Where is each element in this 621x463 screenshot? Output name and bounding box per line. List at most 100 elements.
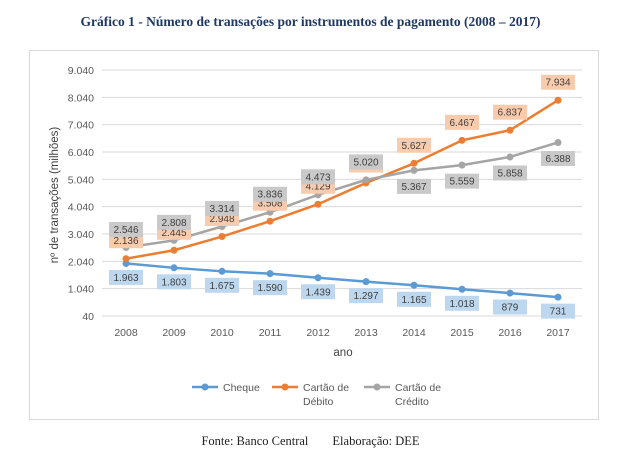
data-label-credito: 5.858 (497, 168, 522, 179)
y-tick-label: 3.040 (68, 229, 94, 241)
legend-label-debito: Cartão de (303, 382, 349, 394)
data-label-credito: 3.314 (209, 204, 234, 215)
data-labels: 1.963 1.803 1.675 1.590 1.439 1.297 1.165 1.018… (109, 74, 575, 319)
data-label-box-credito (205, 201, 239, 217)
y-tick-label: 9.040 (68, 65, 94, 77)
data-label-credito: 3.836 (257, 190, 282, 201)
data-point-debito (218, 233, 226, 241)
x-axis-ticks: 2008 2009 2010 2011 2012 2013 2014 2015 2016 2017 (114, 327, 570, 339)
data-label-debito: 2.948 (209, 214, 234, 225)
data-point-cheque (458, 285, 466, 293)
data-label-box-cheque (541, 303, 575, 319)
y-tick-label: 8.040 (68, 92, 94, 104)
data-label-box-debito (445, 114, 479, 130)
data-point-debito (266, 217, 274, 225)
chart-frame (29, 50, 599, 420)
data-label-box-cheque (157, 274, 191, 290)
y-axis-label: nº de transações (milhões) (49, 127, 61, 264)
data-label-debito: 3.508 (257, 199, 282, 210)
x-tick-label: 2011 (259, 327, 282, 339)
data-label-box-credito (157, 214, 191, 230)
x-tick-label: 2017 (546, 327, 570, 339)
x-tick-label: 2014 (402, 327, 426, 339)
data-point-debito (410, 159, 418, 167)
data-point-cheque (314, 274, 322, 282)
data-label-debito: 2.445 (161, 228, 186, 239)
data-point-cheque (266, 270, 274, 278)
data-label-debito: 5.627 (401, 141, 426, 152)
data-label-credito: 6.388 (545, 154, 570, 165)
data-point-cheque (170, 264, 178, 272)
data-label-debito: 6.467 (449, 118, 474, 129)
data-label-cheque: 1.165 (401, 295, 426, 306)
data-label-cheque: 879 (502, 303, 519, 314)
data-label-box-debito (397, 137, 431, 153)
data-label-box-credito (109, 222, 143, 238)
data-point-debito (314, 200, 322, 208)
data-point-cheque (554, 293, 562, 301)
legend-marker-credito (373, 383, 381, 391)
x-tick-label: 2016 (498, 327, 522, 339)
data-label-box-cheque (109, 269, 143, 285)
data-point-credito (506, 153, 514, 161)
data-label-box-credito (349, 154, 383, 170)
data-point-credito (410, 166, 418, 174)
data-label-credito: 5.020 (353, 157, 378, 168)
data-point-debito (554, 96, 562, 104)
data-label-cheque: 1.297 (353, 291, 378, 302)
x-axis-label: ano (333, 347, 352, 359)
data-label-box-debito (493, 104, 527, 120)
data-label-box-credito (493, 165, 527, 181)
y-axis-ticks: 40 1.040 2.040 3.040 4.040 5.040 6.040 7.040 8.0… (68, 65, 94, 323)
data-label-cheque: 1.675 (209, 281, 234, 292)
data-label-cheque: 731 (550, 307, 567, 318)
series-line-credito (125, 141, 559, 249)
chart-title: Gráfico 1 - Número de transações por ins… (80, 14, 541, 29)
credit-note: Elaboração: DEE (332, 434, 420, 448)
y-tick-label: 6.040 (68, 147, 94, 159)
data-label-box-cheque (301, 284, 335, 300)
legend-label-debito: Débito (303, 396, 334, 408)
legend-label-cheque: Cheque (223, 382, 260, 394)
data-label-cheque: 1.963 (113, 273, 138, 284)
x-tick-label: 2012 (306, 327, 330, 339)
legend-marker-cheque (201, 383, 209, 391)
legend-label-credito: Crédito (395, 396, 429, 408)
data-point-debito (458, 136, 466, 144)
x-tick-label: 2008 (114, 327, 138, 339)
series-line-cheque (125, 262, 559, 299)
y-tick-label: 4.040 (68, 202, 94, 214)
data-label-credito: 2.808 (161, 218, 186, 229)
data-label-credito: 4.473 (305, 172, 330, 183)
legend-label-credito: Cartão de (395, 382, 441, 394)
data-label-box-cheque (397, 291, 431, 307)
data-label-box-credito (301, 169, 335, 185)
data-label-box-credito (253, 186, 287, 202)
data-point-credito (362, 176, 370, 184)
data-label-debito: 2.136 (113, 236, 138, 247)
source-note: Fonte: Banco Central (201, 434, 309, 448)
series-lines (122, 96, 562, 301)
y-tick-label: 7.040 (68, 120, 94, 132)
data-point-credito (458, 161, 466, 169)
y-tick-label: 1.040 (68, 284, 94, 296)
data-label-cheque: 1.018 (449, 299, 474, 310)
data-label-box-cheque (349, 288, 383, 304)
data-label-debito: 4.129 (305, 182, 330, 193)
data-label-box-cheque (445, 295, 479, 311)
data-label-box-credito (445, 173, 479, 189)
data-label-box-debito (541, 74, 575, 90)
data-point-cheque (506, 289, 514, 297)
data-point-credito (554, 138, 562, 146)
data-point-debito (170, 246, 178, 254)
data-label-debito: 7.934 (545, 78, 570, 89)
gridlines (102, 69, 582, 317)
x-tick-label: 2013 (354, 327, 378, 339)
y-tick-label: 5.040 (68, 174, 94, 186)
data-point-cheque (362, 278, 370, 286)
data-label-credito: 5.367 (401, 182, 426, 193)
data-label-box-credito (397, 178, 431, 194)
data-label-cheque: 1.590 (257, 283, 282, 294)
x-tick-label: 2010 (210, 327, 234, 339)
y-tick-label: 2.040 (68, 256, 94, 268)
